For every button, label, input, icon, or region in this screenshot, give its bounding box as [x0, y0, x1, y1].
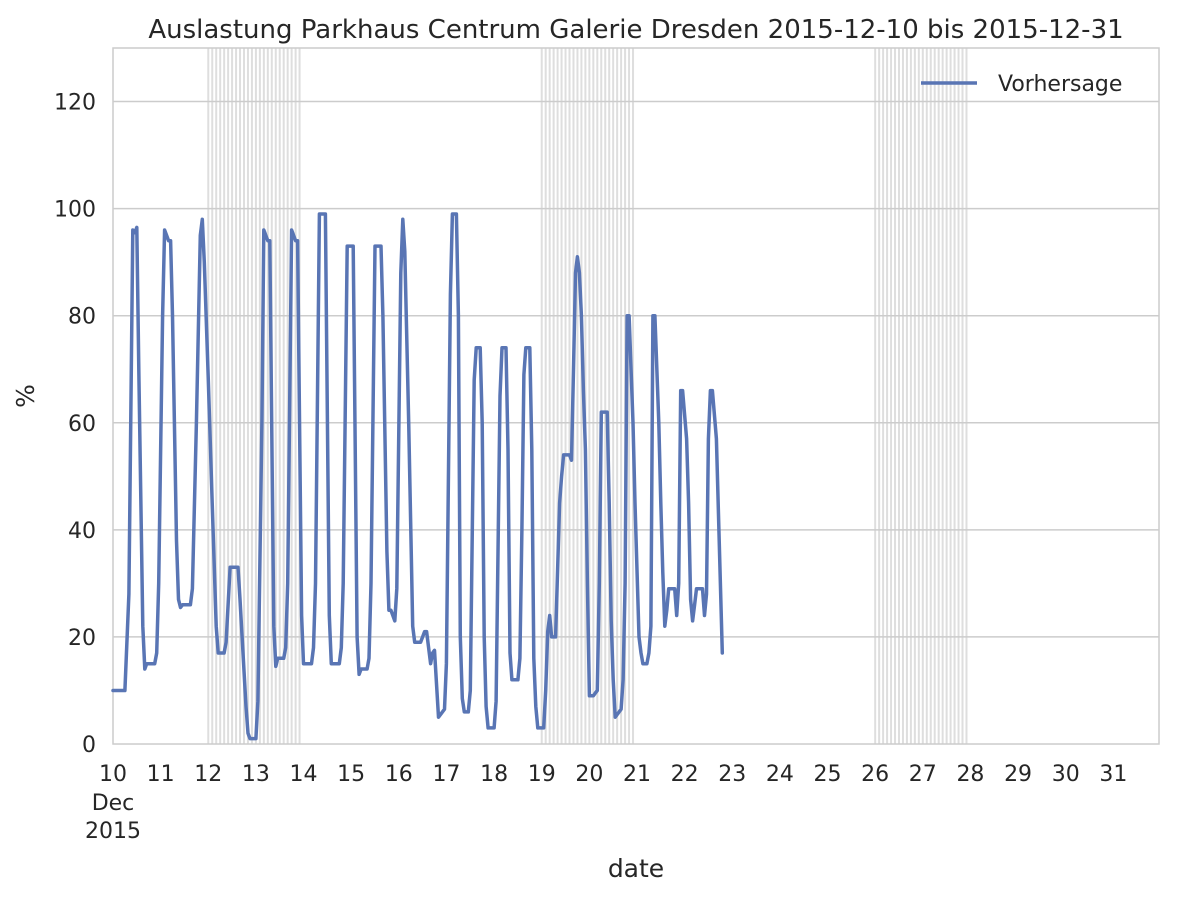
y-tick-labels: 0 20 40 60 80 100 120 [54, 91, 96, 758]
y-tick-label: 80 [68, 305, 96, 330]
x-tick-year-label: 2015 [85, 819, 141, 844]
y-tick-label: 120 [54, 91, 96, 116]
x-tick-labels: 10 Dec 2015 11 12 13 14 15 16 17 18 19 20 21 22 23 24 25 2… [85, 762, 1127, 844]
x-tick-label: 13 [242, 762, 270, 787]
x-tick-label: 17 [432, 762, 460, 787]
y-gridlines [113, 100, 1159, 638]
x-tick-label: 19 [528, 762, 556, 787]
x-tick-label: 10 [99, 762, 127, 787]
x-tick-label: 16 [385, 762, 413, 787]
x-tick-label: 27 [909, 762, 937, 787]
x-tick-label: 20 [575, 762, 603, 787]
x-tick-month-label: Dec [92, 791, 135, 816]
x-tick-label: 25 [814, 762, 842, 787]
x-tick-label: 21 [623, 762, 651, 787]
x-tick-label: 31 [1099, 762, 1127, 787]
x-tick-label: 14 [290, 762, 318, 787]
x-axis-label: date [608, 854, 664, 883]
legend-label-vorhersage: Vorhersage [998, 72, 1122, 97]
series-line-vorhersage [111, 212, 725, 741]
series-lines [111, 212, 725, 741]
x-tick-label: 26 [861, 762, 889, 787]
x-tick-label: 12 [194, 762, 222, 787]
y-axis-label: % [11, 384, 40, 408]
legend: Vorhersage [921, 72, 1122, 97]
x-tick-label: 15 [337, 762, 365, 787]
plot-frame [112, 47, 1160, 745]
y-tick-label: 0 [82, 733, 96, 758]
chart-title: Auslastung Parkhaus Centrum Galerie Dres… [148, 15, 1123, 45]
weekend-shading [207, 48, 968, 744]
y-tick-label: 20 [68, 626, 96, 651]
x-tick-label: 22 [671, 762, 699, 787]
x-tick-label: 28 [956, 762, 984, 787]
x-tick-label: 30 [1052, 762, 1080, 787]
x-tick-label: 11 [147, 762, 175, 787]
x-tick-label: 24 [766, 762, 794, 787]
y-tick-label: 40 [68, 519, 96, 544]
y-tick-label: 100 [54, 198, 96, 223]
x-tick-label: 29 [1004, 762, 1032, 787]
y-tick-label: 60 [68, 412, 96, 437]
x-tick-label: 18 [480, 762, 508, 787]
x-tick-label: 23 [718, 762, 746, 787]
